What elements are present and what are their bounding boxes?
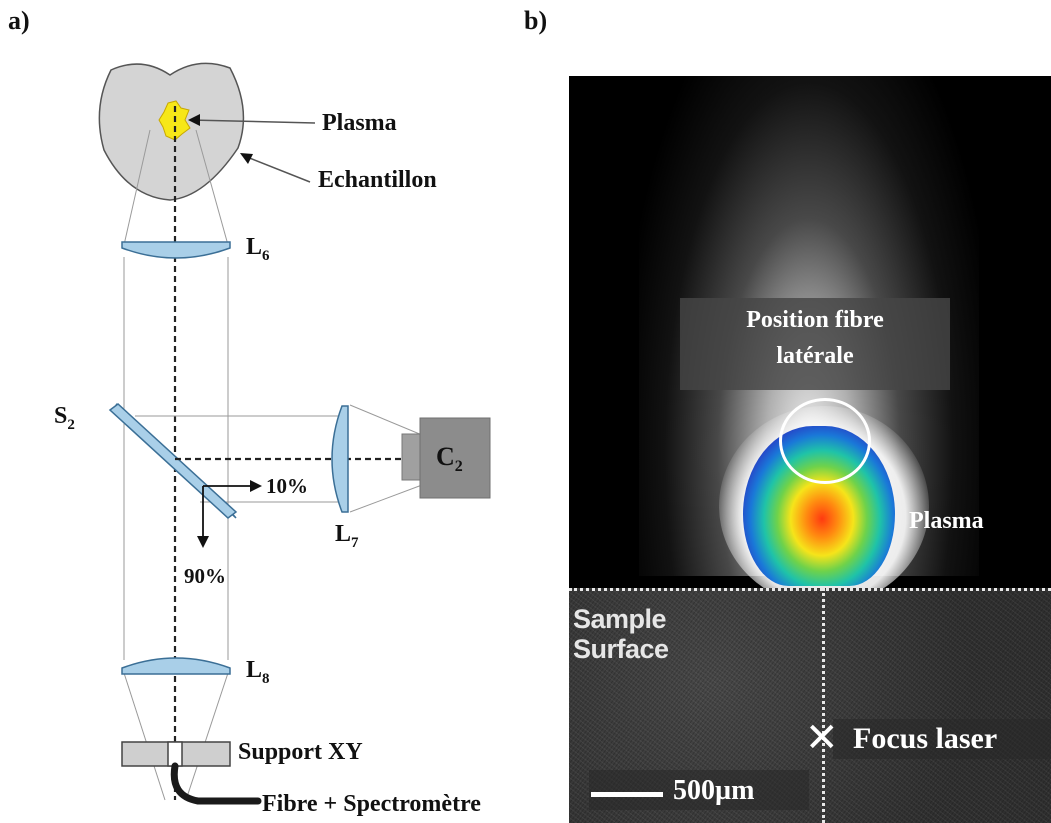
panel-b-label: b) — [524, 6, 548, 35]
laser-axis-line — [822, 588, 825, 823]
light-rays — [123, 129, 423, 801]
position-fibre-label: Position fibre latérale — [746, 307, 884, 369]
lens-l8 — [121, 657, 231, 675]
camera-c2-body — [419, 417, 491, 499]
focus-laser-label: Focus laser — [853, 722, 998, 755]
label-l7: L7 — [335, 521, 359, 551]
optical-setup-diagram: Plasma Echantillon L6 S2 C2 10% L7 90% L… — [54, 62, 491, 817]
sample-surface-label: Sample Surface — [573, 604, 669, 664]
arrow-sample-icon — [240, 153, 253, 164]
lens-l6 — [121, 241, 231, 259]
arrow-10-icon — [250, 480, 262, 492]
arrow-plasma-icon — [188, 114, 200, 126]
label-c2: C2 — [436, 442, 463, 476]
arrow-90-icon — [197, 536, 209, 548]
surface-line — [569, 588, 1051, 591]
label-l8: L8 — [246, 657, 270, 687]
scale-box — [589, 770, 809, 810]
label-10-percent: 10% — [266, 474, 308, 498]
scale-label: 500µm — [673, 775, 755, 806]
focus-box — [833, 719, 1051, 759]
label-l6: L6 — [246, 234, 270, 264]
optical-setup-svg — [98, 62, 491, 805]
plasma-label: Plasma — [909, 508, 984, 534]
position-fibre-box — [680, 298, 950, 390]
fibre-position-circle — [779, 398, 871, 484]
label-s2: S2 — [54, 403, 75, 433]
focus-x-icon: ✕ — [805, 715, 839, 761]
label-support-xy: Support XY — [238, 739, 363, 765]
label-90-percent: 90% — [184, 564, 226, 588]
plasma-image-panel: Position fibre latérale Plasma Sample Su… — [569, 76, 1051, 823]
label-fibre-spectrometre: Fibre + Spectromètre — [262, 791, 481, 817]
fibre-cable — [170, 762, 262, 805]
panel-a-label: a) — [8, 6, 30, 35]
lens-l7 — [331, 405, 349, 513]
scale-bar — [591, 792, 663, 797]
label-plasma: Plasma — [322, 110, 397, 136]
label-echantillon: Echantillon — [318, 167, 437, 193]
